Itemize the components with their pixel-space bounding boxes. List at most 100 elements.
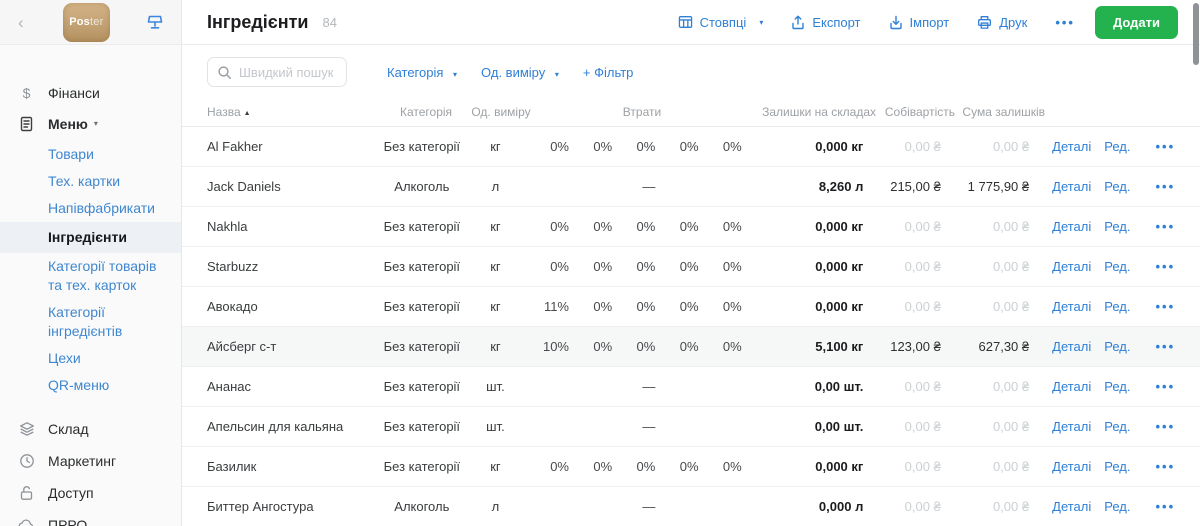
row-more-button[interactable]: •••: [1155, 499, 1176, 514]
row-more-button[interactable]: •••: [1155, 219, 1176, 234]
edit-link[interactable]: Ред.: [1104, 459, 1131, 474]
ingredient-category: Без категорії: [383, 379, 461, 394]
sidebar-item-finances[interactable]: $ Фінанси: [0, 77, 181, 108]
vertical-scrollbar-thumb[interactable]: [1193, 3, 1199, 65]
ingredient-name: Айсберг с-т: [207, 339, 277, 354]
row-more-button[interactable]: •••: [1155, 139, 1176, 154]
sidebar-item-menu[interactable]: Меню ▾: [0, 108, 181, 139]
edit-link[interactable]: Ред.: [1104, 499, 1131, 514]
stock-value: 0,000 кг: [815, 219, 864, 234]
edit-link[interactable]: Ред.: [1104, 379, 1131, 394]
sum-value: 0,00 ₴: [992, 459, 1030, 474]
cost-value: 0,00 ₴: [904, 419, 941, 434]
unit-filter-dropdown[interactable]: Од. виміру ▾: [481, 64, 559, 80]
cost-value: 123,00 ₴: [890, 339, 941, 354]
ingredient-name: Биттер Ангостура: [207, 499, 314, 514]
column-header-cost[interactable]: Собівартість: [884, 104, 955, 119]
sidebar-item-access[interactable]: Доступ: [0, 477, 181, 509]
table-row: Апельсин для кальяна Без категорії шт. —…: [182, 407, 1200, 447]
ingredient-unit: кг: [490, 459, 501, 474]
loss-value: 0%: [636, 459, 656, 474]
details-link[interactable]: Деталі: [1052, 459, 1092, 474]
details-link[interactable]: Деталі: [1052, 219, 1092, 234]
sidebar-item-workshops[interactable]: Цехи: [48, 350, 81, 366]
column-header-unit[interactable]: Од. виміру: [471, 104, 531, 119]
sidebar-item-prro[interactable]: ПРРО: [0, 509, 181, 526]
sidebar-item-ingredient-categories[interactable]: Категорії інгредієнтів: [48, 304, 123, 339]
edit-link[interactable]: Ред.: [1104, 259, 1131, 274]
columns-button[interactable]: Стовпці ▾: [678, 15, 763, 30]
loss-value: 0%: [722, 299, 742, 314]
add-filter-button[interactable]: + Фільтр: [582, 64, 634, 80]
sidebar-item-ingredients[interactable]: Інгредієнти: [0, 222, 181, 253]
loss-value: 0%: [679, 339, 699, 354]
sidebar-item-semifinished[interactable]: Напівфабрикати: [48, 200, 155, 216]
cost-value: 0,00 ₴: [904, 379, 941, 394]
stock-value: 0,000 кг: [815, 299, 864, 314]
column-header-stock[interactable]: Залишки на складах: [762, 104, 876, 119]
pos-terminal-icon[interactable]: [145, 12, 165, 32]
sidebar-item-warehouse[interactable]: Склад: [0, 413, 181, 445]
edit-link[interactable]: Ред.: [1104, 179, 1131, 194]
stock-value: 8,260 л: [818, 179, 864, 194]
row-more-button[interactable]: •••: [1155, 179, 1176, 194]
sidebar-item-marketing[interactable]: Маркетинг: [0, 445, 181, 477]
row-more-button[interactable]: •••: [1155, 299, 1176, 314]
ingredient-unit: шт.: [486, 379, 505, 394]
sidebar-header: ‹ Pos ter: [0, 0, 181, 45]
row-more-button[interactable]: •••: [1155, 259, 1176, 274]
export-button[interactable]: Експорт: [791, 15, 861, 30]
column-header-loss[interactable]: Втрати: [622, 104, 662, 119]
details-link[interactable]: Деталі: [1052, 139, 1092, 154]
details-link[interactable]: Деталі: [1052, 499, 1092, 514]
document-icon: [18, 116, 35, 132]
category-filter-dropdown[interactable]: Категорія ▾: [387, 64, 458, 80]
sidebar-item-products[interactable]: Товари: [48, 146, 94, 162]
details-link[interactable]: Деталі: [1052, 379, 1092, 394]
column-header-category[interactable]: Категорія: [399, 104, 453, 119]
edit-link[interactable]: Ред.: [1104, 339, 1131, 354]
column-header-name[interactable]: Назва ▲: [207, 104, 251, 119]
collapse-sidebar-icon[interactable]: ‹: [18, 12, 24, 32]
details-link[interactable]: Деталі: [1052, 339, 1092, 354]
import-button[interactable]: Імпорт: [889, 15, 949, 30]
row-more-button[interactable]: •••: [1155, 379, 1176, 394]
edit-link[interactable]: Ред.: [1104, 139, 1131, 154]
edit-link[interactable]: Ред.: [1104, 219, 1131, 234]
details-link[interactable]: Деталі: [1052, 179, 1092, 194]
print-button[interactable]: Друк: [977, 15, 1027, 30]
loss-value: 0%: [593, 219, 613, 234]
search-icon: [217, 65, 232, 80]
ingredient-unit: л: [491, 179, 500, 194]
main-content: Інгредієнти 84 Стовпці ▾ Експорт Імпорт: [182, 0, 1200, 526]
details-link[interactable]: Деталі: [1052, 299, 1092, 314]
loss-value: 0%: [636, 339, 656, 354]
sidebar-item-qr-menu[interactable]: QR-меню: [48, 377, 110, 393]
poster-logo[interactable]: Pos ter: [62, 2, 110, 42]
dollar-icon: $: [22, 84, 31, 101]
more-actions-button[interactable]: •••: [1055, 14, 1075, 30]
stock-value: 5,100 кг: [815, 339, 864, 354]
row-more-button[interactable]: •••: [1155, 339, 1176, 354]
row-more-button[interactable]: •••: [1155, 419, 1176, 434]
add-button[interactable]: Додати: [1094, 5, 1178, 39]
ingredient-category: Без категорії: [383, 419, 461, 434]
loss-value: 0%: [593, 299, 613, 314]
stock-value: 0,000 кг: [815, 459, 864, 474]
details-link[interactable]: Деталі: [1052, 259, 1092, 274]
sidebar-item-product-categories[interactable]: Категорії товарів та тех. карток: [48, 258, 157, 293]
details-link[interactable]: Деталі: [1052, 419, 1092, 434]
search-input[interactable]: [208, 64, 346, 80]
printer-icon: [978, 15, 992, 29]
edit-link[interactable]: Ред.: [1104, 419, 1131, 434]
edit-link[interactable]: Ред.: [1104, 299, 1131, 314]
cloud-icon: [18, 518, 35, 526]
row-more-button[interactable]: •••: [1155, 459, 1176, 474]
sum-value: 0,00 ₴: [992, 139, 1030, 154]
cost-value: 0,00 ₴: [904, 259, 941, 274]
loss-value: 0%: [722, 219, 742, 234]
sidebar-item-tech-cards[interactable]: Тех. картки: [48, 173, 121, 189]
column-header-sum[interactable]: Сума залишків: [962, 104, 1045, 119]
sum-value: 0,00 ₴: [992, 219, 1030, 234]
cost-value: 0,00 ₴: [904, 299, 941, 314]
